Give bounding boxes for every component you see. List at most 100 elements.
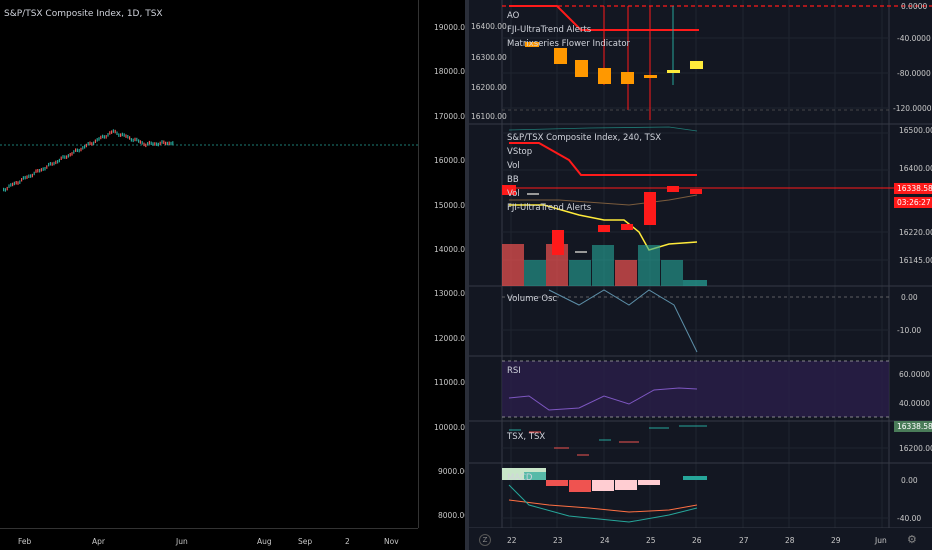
time-tick: Sep [298,537,313,546]
daily-candle [19,180,21,184]
daily-candle [35,169,37,173]
price-tick: 15000.00 [434,201,470,210]
legend-volume-osc[interactable]: Volume Osc [507,294,558,304]
legend-vol[interactable]: Vol [507,161,520,171]
daily-candle [10,183,12,187]
legend-tsx[interactable]: TSX, TSX [507,432,546,442]
timezone-button[interactable]: Z [479,534,491,546]
layout-splitter[interactable] [465,0,469,550]
daily-candle [136,137,138,142]
daily-candle [123,133,125,137]
time-tick: 24 [600,536,610,545]
daily-candle [132,138,134,143]
legend-macd[interactable]: MACD [507,473,533,483]
price-tick: 14000.00 [434,245,470,254]
daily-candle [138,139,140,143]
daily-candle [98,137,100,141]
daily-candle [8,184,10,188]
daily-candle [152,142,154,146]
daily-candle [13,181,15,186]
daily-candle [109,131,111,135]
daily-candle [22,176,24,180]
legend-bb[interactable]: BB [507,175,519,185]
main-right-tick: 16400.00 [899,164,932,173]
legend-ultratrend-2[interactable]: FJI-UltraTrend Alerts [507,203,592,213]
daily-candle [39,169,41,173]
daily-candle [12,182,14,187]
daily-candle [44,167,46,171]
price-tick: 8000.00 [438,511,470,520]
daily-candle [148,140,150,145]
daily-candle [172,141,174,145]
daily-candle [51,162,53,166]
price-tick: 11000.00 [434,378,470,387]
daily-candle [21,178,23,182]
daily-candle [89,141,91,145]
time-tick: Jun [176,537,188,546]
right-chart[interactable]: AO FJI-UltraTrend Alerts Matrixseries Fl… [469,0,932,550]
time-tick: 29 [831,536,841,545]
daily-candle [55,160,57,165]
daily-candle [165,141,167,146]
daily-candle [76,148,78,152]
left-chart-title: S&P/TSX Composite Index, 1D, TSX [4,9,163,19]
rsi-right-tick: 40.0000 [899,399,931,408]
daily-candle [156,142,158,146]
time-tick: Jun [875,536,887,545]
left-chart[interactable]: S&P/TSX Composite Index, 1D, TSX 19000.0… [0,0,470,550]
price-tick: 12000.00 [434,334,470,343]
time-tick: Aug [257,537,272,546]
price-tick: 18000.00 [434,67,470,76]
price-tick: 9000.00 [438,467,470,476]
top-right-tick: -80.0000 [897,69,931,78]
daily-candle [42,167,44,171]
daily-candle [114,129,116,134]
legend-vstop[interactable]: VStop [507,147,533,157]
daily-candle [93,141,95,145]
daily-candle [168,141,170,145]
top-pane-legend[interactable]: AO FJI-UltraTrend Alerts Matrixseries Fl… [507,9,630,51]
daily-candle [130,138,132,142]
price-tick: 19000.00 [434,23,470,32]
daily-candle [85,143,87,148]
price-tick: 16000.00 [434,156,470,165]
daily-candle [96,138,98,142]
legend-vol-2[interactable]: Vol [507,189,520,199]
time-tick: 25 [646,536,656,545]
right-time-axis[interactable]: Z 22 23 24 25 26 27 28 29 30 31 Jun ⚙ [469,528,932,550]
daily-candle [84,145,86,149]
top-left-tick: 16400.00 [471,22,507,31]
main-pane-legend[interactable]: S&P/TSX Composite Index, 240, TSX VStop … [507,131,661,215]
time-tick: 26 [692,536,702,545]
daily-candle [46,165,48,169]
tsx-right-tick: 16200.00 [899,444,932,453]
daily-candle [143,142,145,147]
top-right-tick: -40.0000 [897,34,931,43]
daily-candle [37,169,39,173]
daily-candle [82,146,84,150]
time-tick: Feb [18,537,32,546]
daily-candle [116,131,118,135]
left-price-axis[interactable]: 19000.00 18000.00 17000.00 16000.00 1500… [418,0,470,528]
daily-candle [69,153,71,157]
daily-candle [40,168,42,172]
left-time-axis[interactable]: Feb Apr Jun Aug Sep 2 Nov [0,528,418,550]
daily-candle [94,139,96,143]
legend-flower[interactable]: Matrixseries Flower Indicator [507,39,631,49]
legend-ao[interactable]: AO [507,11,520,21]
legend-symbol[interactable]: S&P/TSX Composite Index, 240, TSX [507,133,662,143]
legend-ultratrend[interactable]: FJI-UltraTrend Alerts [507,25,592,35]
price-tick: 17000.00 [434,112,470,121]
daily-candle [157,142,159,147]
legend-rsi[interactable]: RSI [507,366,521,376]
countdown-badge: 03:26:27 [894,197,932,208]
daily-candle [139,140,141,144]
right-chart-canvas [469,0,932,528]
vosc-right-tick: -10.00 [897,326,922,335]
daily-candle [105,135,107,139]
settings-gear-icon[interactable]: ⚙ [907,533,917,546]
daily-candle [154,142,156,146]
time-tick: 2 [345,537,350,546]
daily-candle [6,186,8,191]
tsx-price-badge: 16338.58 [894,421,932,432]
